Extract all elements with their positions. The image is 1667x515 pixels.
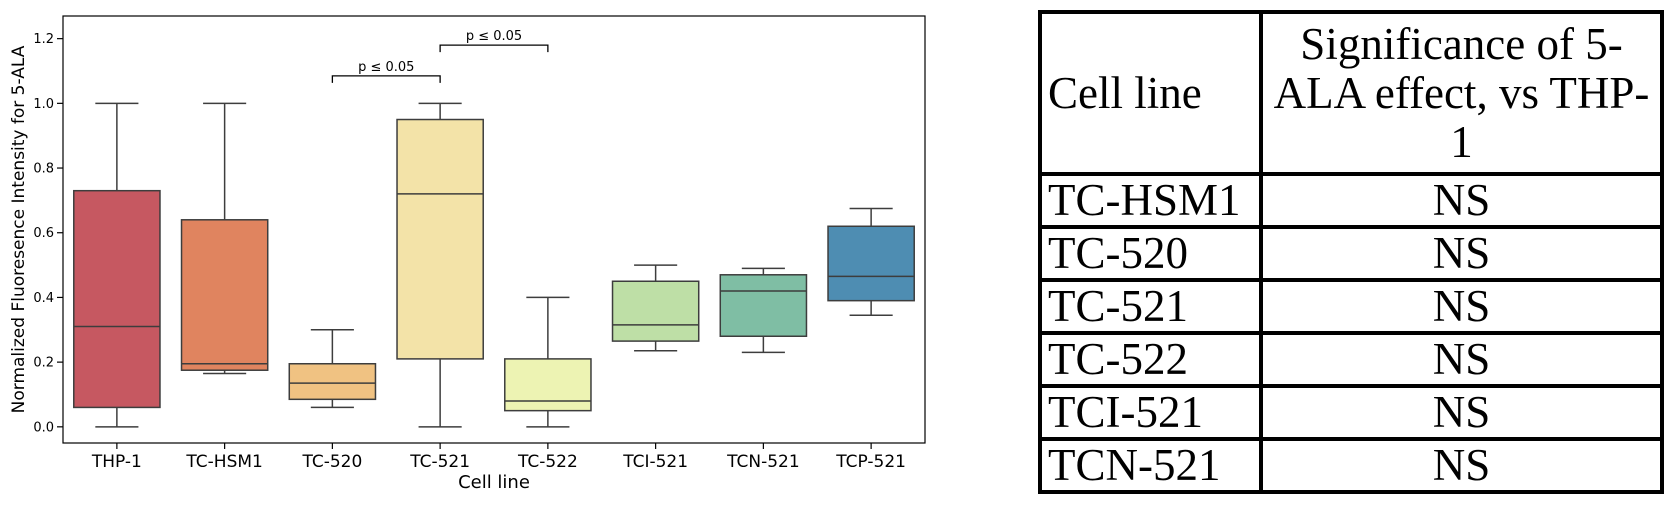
table-cell-line: TCI-521: [1038, 384, 1263, 441]
box-tcn-521: [719, 274, 808, 337]
table-row: TC-522 NS: [1038, 331, 1664, 388]
y-tick-label: 1.0: [33, 97, 54, 112]
x-tick-label: TCI-521: [622, 452, 688, 472]
header-cell-line: Cell line: [1038, 10, 1263, 176]
table-cell-significance: NS: [1259, 331, 1664, 388]
table-row: TCI-521 NS: [1038, 384, 1664, 441]
box-plot-chart: 0.0 0.2 0.4 0.6 0.8 1.0 1.2 THP-1 TC-HSM1 TC-520 T…: [9, 15, 926, 493]
box-thp-1: [73, 189, 161, 409]
table-cell-significance: NS: [1259, 384, 1664, 441]
table-cell-significance: NS: [1259, 225, 1664, 282]
box-tc-521: [396, 118, 484, 360]
y-tick-label: 0.0: [33, 420, 54, 435]
table-row: TC-HSM1 NS: [1038, 172, 1664, 229]
y-tick-label: 0.8: [33, 162, 54, 177]
y-axis-label: Normalized Fluoresence Intensity for 5-A…: [9, 45, 29, 413]
significance-label: p ≤ 0.05: [358, 60, 414, 75]
box-tci-521: [611, 280, 700, 342]
box-tc-522: [504, 358, 592, 412]
table-cell-line: TC-HSM1: [1038, 172, 1263, 229]
y-tick-label: 0.6: [33, 226, 54, 241]
table-cell-line: TC-520: [1038, 225, 1263, 282]
x-tick-label: TC-520: [301, 452, 362, 472]
significance-bracket: [331, 75, 441, 83]
y-tick-label: 1.2: [33, 32, 54, 47]
table-cell-significance: NS: [1259, 278, 1664, 335]
table-cell-line: TCN-521: [1038, 437, 1263, 494]
x-tick-label: TC-521: [409, 452, 470, 472]
y-tick-label: 0.2: [33, 356, 54, 371]
table-cell-significance: NS: [1259, 172, 1664, 229]
significance-label: p ≤ 0.05: [466, 29, 522, 44]
table-header-row: Cell line Significance of 5-ALA effect, …: [1038, 10, 1664, 176]
significance-bracket: [439, 44, 549, 53]
x-tick-label: TC-522: [517, 452, 578, 472]
table-row: TC-521 NS: [1038, 278, 1664, 335]
x-tick-label: THP-1: [91, 452, 142, 472]
table-cell-line: TC-521: [1038, 278, 1263, 335]
x-tick-label: TC-HSM1: [185, 452, 262, 472]
box-tcp-521: [827, 225, 915, 302]
table-cell-line: TC-522: [1038, 331, 1263, 388]
y-tick-label: 0.4: [33, 291, 54, 306]
box-tc-520: [288, 362, 377, 401]
header-significance: Significance of 5-ALA effect, vs THP-1: [1259, 10, 1664, 176]
significance-table: Cell line Significance of 5-ALA effect, …: [1038, 10, 1664, 494]
box-tc-hsm1: [180, 219, 269, 371]
plot-frame: [62, 15, 926, 444]
table-row: TCN-521 NS: [1038, 437, 1664, 494]
table-cell-significance: NS: [1259, 437, 1664, 494]
table-row: TC-520 NS: [1038, 225, 1664, 282]
x-axis-label: Cell line: [458, 472, 530, 493]
x-tick-label: TCP-521: [835, 452, 906, 472]
x-tick-label: TCN-521: [726, 452, 800, 472]
